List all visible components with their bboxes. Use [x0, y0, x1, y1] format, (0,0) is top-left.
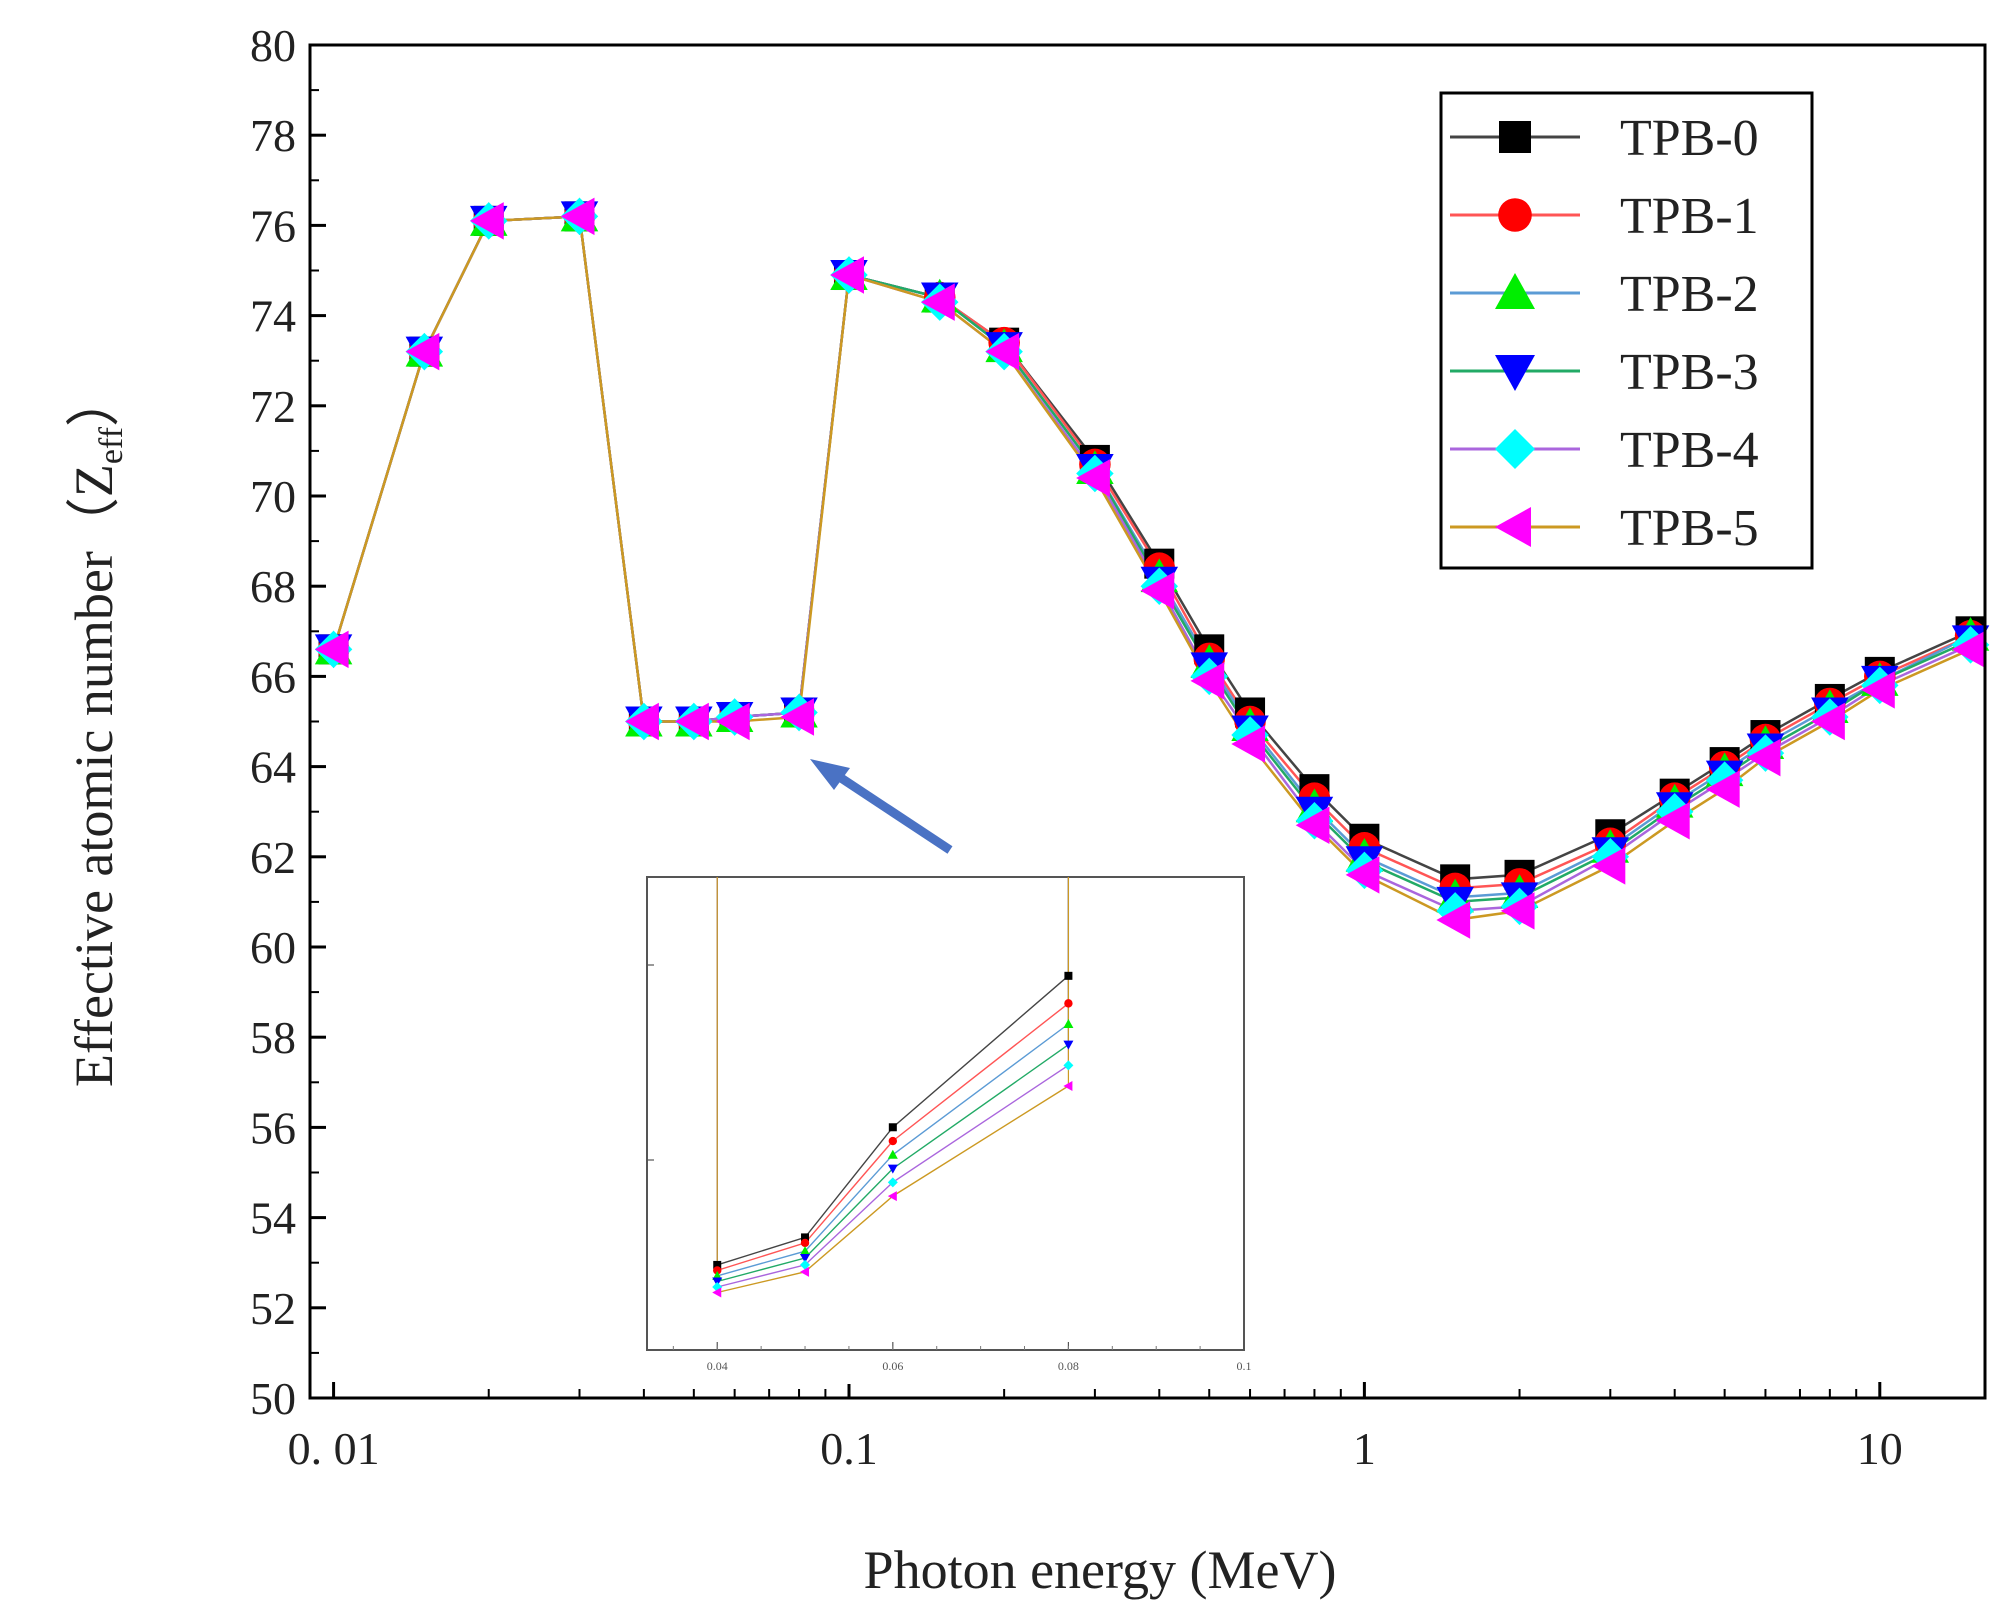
y-tick-label: 58 [250, 1012, 296, 1063]
data-point-tpb-5-21 [1705, 770, 1740, 808]
inset-line-tpb-3 [717, 1044, 1069, 1283]
data-point-tpb-5-8 [830, 256, 864, 294]
data-point-tpb-5-1 [405, 332, 440, 371]
y-tick-label: 72 [250, 381, 296, 432]
y-tick-label: 80 [250, 20, 296, 71]
y-tick-label: 76 [250, 200, 296, 251]
data-point-tpb-5-24 [1861, 671, 1895, 709]
inset-x-tick-label: 0.06 [882, 1359, 903, 1373]
inset-point-tpb-3-3 [1063, 1040, 1074, 1050]
y-tick-label: 60 [250, 922, 296, 973]
inset-line-tpb-2 [717, 1023, 1069, 1277]
y-tick-label: 74 [250, 291, 296, 342]
inset-line-tpb-0 [716, 975, 1069, 1266]
inset-point-tpb-3-0 [712, 1277, 723, 1287]
inset-point-tpb-5-2 [887, 1191, 897, 1202]
inset-point-tpb-0-3 [1064, 971, 1073, 980]
data-point-tpb-5-10 [985, 332, 1020, 371]
data-point-tpb-5-22 [1746, 738, 1781, 777]
data-point-tpb-5-2 [469, 202, 504, 240]
legend-label-tpb-1: TPB-1 [1620, 188, 1759, 245]
inset-line-tpb-4 [717, 1064, 1069, 1288]
data-point-tpb-5-0 [314, 630, 349, 669]
y-tick-label: 52 [250, 1283, 296, 1334]
inset-point-tpb-1-3 [1064, 999, 1073, 1008]
legend-marker-tpb-2 [1495, 273, 1535, 309]
data-point-tpb-5-20 [1655, 801, 1690, 840]
legend-label-tpb-0: TPB-0 [1620, 110, 1759, 167]
inset-point-tpb-5-1 [800, 1266, 810, 1277]
inset-point-tpb-2-1 [800, 1246, 811, 1256]
y-tick-label: 50 [250, 1373, 296, 1424]
legend-box [1439, 91, 1814, 570]
inset-point-tpb-1-0 [713, 1266, 722, 1275]
data-point-tpb-5-7 [780, 698, 815, 736]
legend-label-tpb-4: TPB-4 [1620, 422, 1759, 479]
legend-marker-tpb-4 [1495, 429, 1535, 469]
x-tick-label: 1 [1353, 1423, 1376, 1474]
data-point-tpb-5-14 [1231, 725, 1266, 763]
inset-point-tpb-3-2 [887, 1164, 898, 1174]
data-point-tpb-5-25 [1951, 630, 1986, 669]
legend-label-tpb-2: TPB-2 [1620, 266, 1759, 323]
data-point-tpb-5-5 [675, 702, 709, 741]
inset-point-tpb-5-3 [1063, 1080, 1073, 1091]
inset-x-tick-label: 0.08 [1058, 1359, 1079, 1373]
y-tick-label: 62 [250, 832, 296, 883]
data-point-tpb-5-17 [1436, 901, 1471, 939]
inset-x-tick-label: 0.04 [707, 1359, 728, 1373]
inset-point-tpb-0-2 [888, 1123, 897, 1132]
data-point-tpb-5-11 [1076, 459, 1110, 497]
inset-frame [646, 876, 1245, 1351]
data-point-tpb-5-3 [560, 197, 595, 236]
y-tick-label: 66 [250, 651, 296, 702]
y-tick-label: 54 [250, 1193, 296, 1244]
x-tick-label: 10 [1857, 1423, 1903, 1474]
y-tick-label: 78 [250, 110, 296, 161]
data-point-tpb-5-4 [625, 702, 659, 741]
inset-point-tpb-0-0 [713, 1260, 722, 1269]
data-point-tpb-5-13 [1190, 662, 1225, 700]
inset-point-tpb-2-2 [887, 1149, 898, 1159]
legend: TPB-0 TPB-1 TPB-2 TPB-3 TPB-4 TPB-5 [1439, 91, 1814, 570]
data-point-tpb-5-6 [715, 702, 750, 741]
inset-line-tpb-1 [716, 1002, 1069, 1272]
data-point-tpb-5-9 [920, 283, 955, 321]
y-tick-label: 56 [250, 1102, 296, 1153]
data-point-tpb-5-18 [1500, 892, 1535, 930]
inset-line-tpb-5 [717, 1085, 1069, 1294]
data-point-tpb-5-12 [1140, 571, 1175, 610]
legend-marker-tpb-3 [1495, 355, 1535, 391]
legend-marker-tpb-0 [1499, 121, 1531, 153]
x-axis-title: Photon energy (MeV) [864, 1540, 1337, 1600]
inset-point-tpb-1-1 [800, 1238, 810, 1248]
legend-marker-tpb-5 [1495, 507, 1531, 547]
y-tick-label: 64 [250, 742, 296, 793]
x-tick-label: 0. 01 [288, 1423, 380, 1474]
data-point-tpb-5-19 [1591, 847, 1626, 885]
y-tick-label: 68 [250, 561, 296, 612]
inset-point-tpb-3-1 [800, 1254, 811, 1264]
legend-label-tpb-3: TPB-3 [1620, 344, 1759, 401]
inset-x-tick-label: 0.1 [1237, 1359, 1252, 1373]
inset-point-tpb-0-1 [801, 1233, 810, 1242]
inset-point-tpb-4-2 [887, 1177, 898, 1188]
inset-pointer-arrow [810, 759, 953, 854]
data-point-tpb-5-15 [1295, 806, 1330, 844]
y-axis-title: Effective atomic number（Zeff） [64, 373, 130, 1087]
inset-point-tpb-4-1 [800, 1259, 811, 1270]
data-point-tpb-5-23 [1811, 702, 1845, 741]
legend-label-tpb-5: TPB-5 [1620, 500, 1759, 557]
inset-point-tpb-1-2 [888, 1136, 898, 1146]
inset-point-tpb-2-3 [1063, 1019, 1074, 1029]
inset-point-tpb-4-3 [1063, 1060, 1074, 1071]
x-tick-label: 0.1 [820, 1423, 878, 1474]
data-point-tpb-5-16 [1345, 856, 1380, 894]
legend-marker-tpb-1 [1498, 198, 1532, 232]
y-tick-label: 70 [250, 471, 296, 522]
inset-point-tpb-5-0 [712, 1287, 722, 1298]
inset-chart: 0.04 0.06 0.08 0.1 [632, 870, 1272, 1384]
